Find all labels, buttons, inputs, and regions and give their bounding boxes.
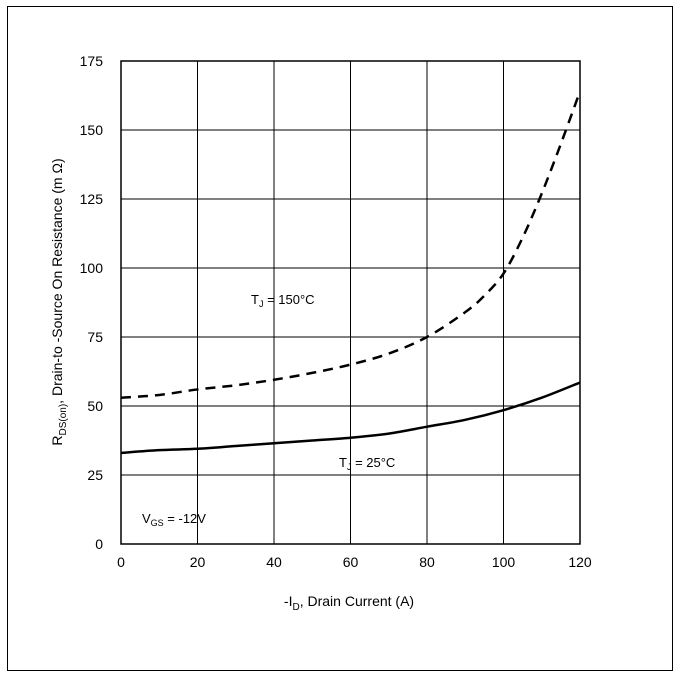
- x-tick-label: 100: [492, 554, 516, 570]
- figure-frame: [7, 6, 673, 671]
- y-tick-label: 75: [87, 329, 103, 345]
- x-tick-label: 20: [190, 554, 206, 570]
- y-tick-label: 125: [80, 191, 104, 207]
- x-tick-label: 40: [266, 554, 282, 570]
- x-tick-label: 80: [419, 554, 435, 570]
- x-tick-label: 0: [117, 554, 125, 570]
- x-axis-label: -ID, Drain Current (A): [284, 593, 414, 613]
- tick-labels: 0 20 40 60 80 100 120 0 25 50 75 100 125 150 175: [80, 53, 592, 570]
- y-tick-label: 150: [80, 122, 104, 138]
- annotation-vgs: VGS = -12V: [142, 511, 206, 528]
- series-group: [120, 90, 582, 455]
- y-axis-label: RDS(on), Drain-to -Source On Resistance …: [49, 158, 69, 445]
- y-tick-label: 25: [87, 467, 103, 483]
- plot-border: [120, 60, 581, 545]
- grid: [120, 60, 581, 545]
- x-tick-label: 60: [343, 554, 359, 570]
- y-tick-label: 175: [80, 53, 104, 69]
- x-tick-label: 120: [568, 554, 592, 570]
- y-tick-label: 50: [87, 398, 103, 414]
- y-tick-label: 100: [80, 260, 104, 276]
- annotation-t150: TJ = 150°C: [251, 292, 315, 309]
- y-tick-label: 0: [95, 536, 103, 552]
- series-line-25c: [120, 381, 581, 455]
- series-line-150c: [120, 90, 582, 399]
- annotation-t25: TJ = 25°C: [339, 455, 395, 472]
